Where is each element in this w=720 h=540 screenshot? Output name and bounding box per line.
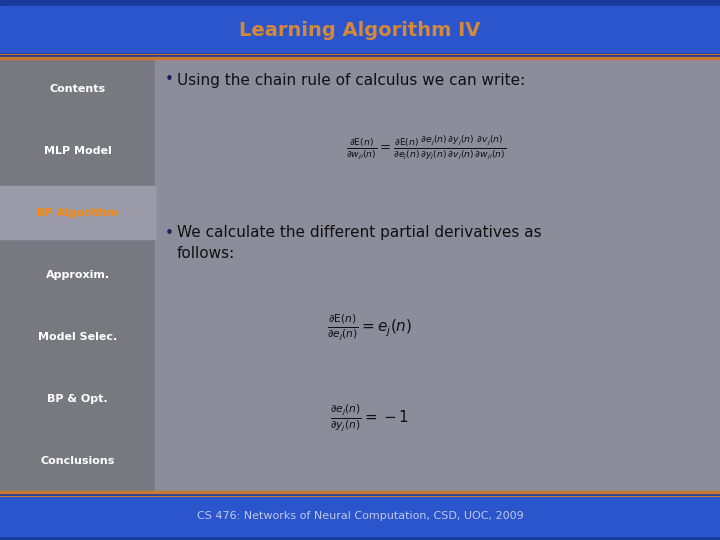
Bar: [0, 58, 155, 492]
Text: •: •: [165, 72, 174, 87]
Text: Contents: Contents: [50, 84, 106, 94]
Text: MLP Model: MLP Model: [44, 146, 112, 156]
Bar: [0, 492, 720, 540]
FancyBboxPatch shape: [0, 186, 156, 240]
Text: Approxim.: Approxim.: [45, 270, 109, 280]
Bar: [155, 58, 720, 492]
Text: We calculate the different partial derivatives as: We calculate the different partial deriv…: [177, 226, 541, 240]
Text: follows:: follows:: [177, 246, 235, 260]
Text: $\frac{\partial e_j(n)}{\partial y_j(n)} = -1$: $\frac{\partial e_j(n)}{\partial y_j(n)}…: [330, 402, 409, 434]
Text: CS 476: Networks of Neural Computation, CSD, UOC, 2009: CS 476: Networks of Neural Computation, …: [197, 511, 523, 521]
Text: Using the chain rule of calculus we can write:: Using the chain rule of calculus we can …: [177, 72, 526, 87]
Bar: [0, 6, 720, 52]
Text: BP Algorithm: BP Algorithm: [37, 208, 119, 218]
Text: $\frac{\partial \mathrm{E}(n)}{\partial w_{ji}(n)} = \frac{\partial \mathrm{E}(n: $\frac{\partial \mathrm{E}(n)}{\partial …: [346, 134, 506, 161]
Text: Learning Algorithm IV: Learning Algorithm IV: [239, 22, 481, 40]
Text: Model Selec.: Model Selec.: [38, 332, 117, 342]
Bar: [0, 0, 720, 58]
Text: $\frac{\partial \mathrm{E}(n)}{\partial e_j(n)} = e_j(n)$: $\frac{\partial \mathrm{E}(n)}{\partial …: [327, 313, 413, 343]
Text: •: •: [165, 226, 174, 240]
Bar: [0, 496, 720, 536]
Text: BP & Opt.: BP & Opt.: [48, 394, 108, 404]
Text: Conclusions: Conclusions: [40, 456, 114, 466]
